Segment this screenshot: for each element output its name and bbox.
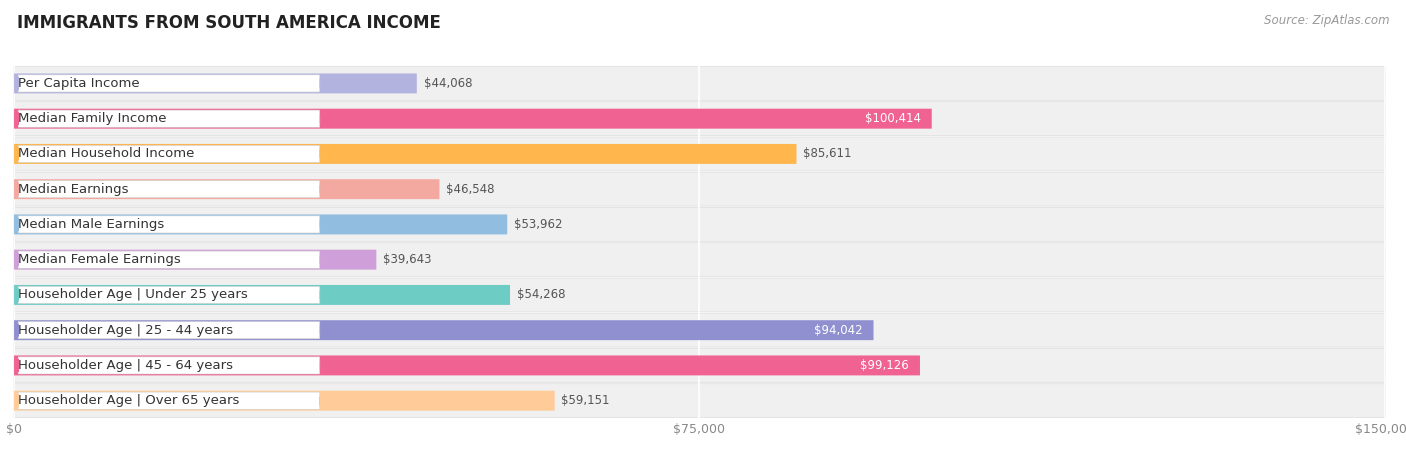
Text: Median Household Income: Median Household Income bbox=[18, 148, 194, 160]
Text: Median Female Earnings: Median Female Earnings bbox=[18, 253, 181, 266]
FancyBboxPatch shape bbox=[14, 243, 1385, 276]
FancyBboxPatch shape bbox=[18, 180, 319, 198]
FancyBboxPatch shape bbox=[14, 250, 377, 270]
FancyBboxPatch shape bbox=[18, 216, 319, 233]
FancyBboxPatch shape bbox=[14, 66, 1385, 101]
Text: $46,548: $46,548 bbox=[446, 183, 495, 196]
Text: $94,042: $94,042 bbox=[814, 324, 862, 337]
FancyBboxPatch shape bbox=[14, 137, 1385, 171]
Text: $44,068: $44,068 bbox=[423, 77, 472, 90]
FancyBboxPatch shape bbox=[18, 357, 319, 374]
Text: $99,126: $99,126 bbox=[860, 359, 910, 372]
FancyBboxPatch shape bbox=[14, 179, 440, 199]
FancyBboxPatch shape bbox=[14, 144, 796, 164]
Text: $85,611: $85,611 bbox=[803, 148, 852, 160]
Text: Householder Age | 25 - 44 years: Householder Age | 25 - 44 years bbox=[18, 324, 233, 337]
Text: Householder Age | 45 - 64 years: Householder Age | 45 - 64 years bbox=[18, 359, 233, 372]
FancyBboxPatch shape bbox=[18, 251, 319, 268]
FancyBboxPatch shape bbox=[14, 109, 932, 129]
FancyBboxPatch shape bbox=[14, 384, 1385, 418]
FancyBboxPatch shape bbox=[14, 214, 508, 235]
FancyBboxPatch shape bbox=[14, 391, 554, 411]
Text: Per Capita Income: Per Capita Income bbox=[18, 77, 139, 90]
Text: Median Family Income: Median Family Income bbox=[18, 112, 167, 125]
FancyBboxPatch shape bbox=[18, 145, 319, 163]
Text: $100,414: $100,414 bbox=[865, 112, 921, 125]
FancyBboxPatch shape bbox=[14, 349, 1385, 383]
Text: $59,151: $59,151 bbox=[561, 394, 610, 407]
Text: $54,268: $54,268 bbox=[517, 289, 565, 301]
FancyBboxPatch shape bbox=[18, 392, 319, 409]
FancyBboxPatch shape bbox=[18, 286, 319, 304]
FancyBboxPatch shape bbox=[14, 278, 1385, 312]
FancyBboxPatch shape bbox=[14, 208, 1385, 242]
FancyBboxPatch shape bbox=[14, 355, 920, 376]
FancyBboxPatch shape bbox=[14, 313, 1385, 347]
Text: Source: ZipAtlas.com: Source: ZipAtlas.com bbox=[1264, 14, 1389, 27]
FancyBboxPatch shape bbox=[14, 102, 1385, 136]
FancyBboxPatch shape bbox=[14, 73, 416, 94]
FancyBboxPatch shape bbox=[18, 321, 319, 339]
Text: Median Earnings: Median Earnings bbox=[18, 183, 129, 196]
FancyBboxPatch shape bbox=[18, 75, 319, 92]
Text: $53,962: $53,962 bbox=[515, 218, 562, 231]
FancyBboxPatch shape bbox=[14, 320, 873, 340]
FancyBboxPatch shape bbox=[14, 285, 510, 305]
Text: IMMIGRANTS FROM SOUTH AMERICA INCOME: IMMIGRANTS FROM SOUTH AMERICA INCOME bbox=[17, 14, 440, 32]
Text: Householder Age | Over 65 years: Householder Age | Over 65 years bbox=[18, 394, 239, 407]
Text: $39,643: $39,643 bbox=[384, 253, 432, 266]
FancyBboxPatch shape bbox=[14, 172, 1385, 206]
Text: Householder Age | Under 25 years: Householder Age | Under 25 years bbox=[18, 289, 247, 301]
Text: Median Male Earnings: Median Male Earnings bbox=[18, 218, 165, 231]
FancyBboxPatch shape bbox=[18, 110, 319, 127]
